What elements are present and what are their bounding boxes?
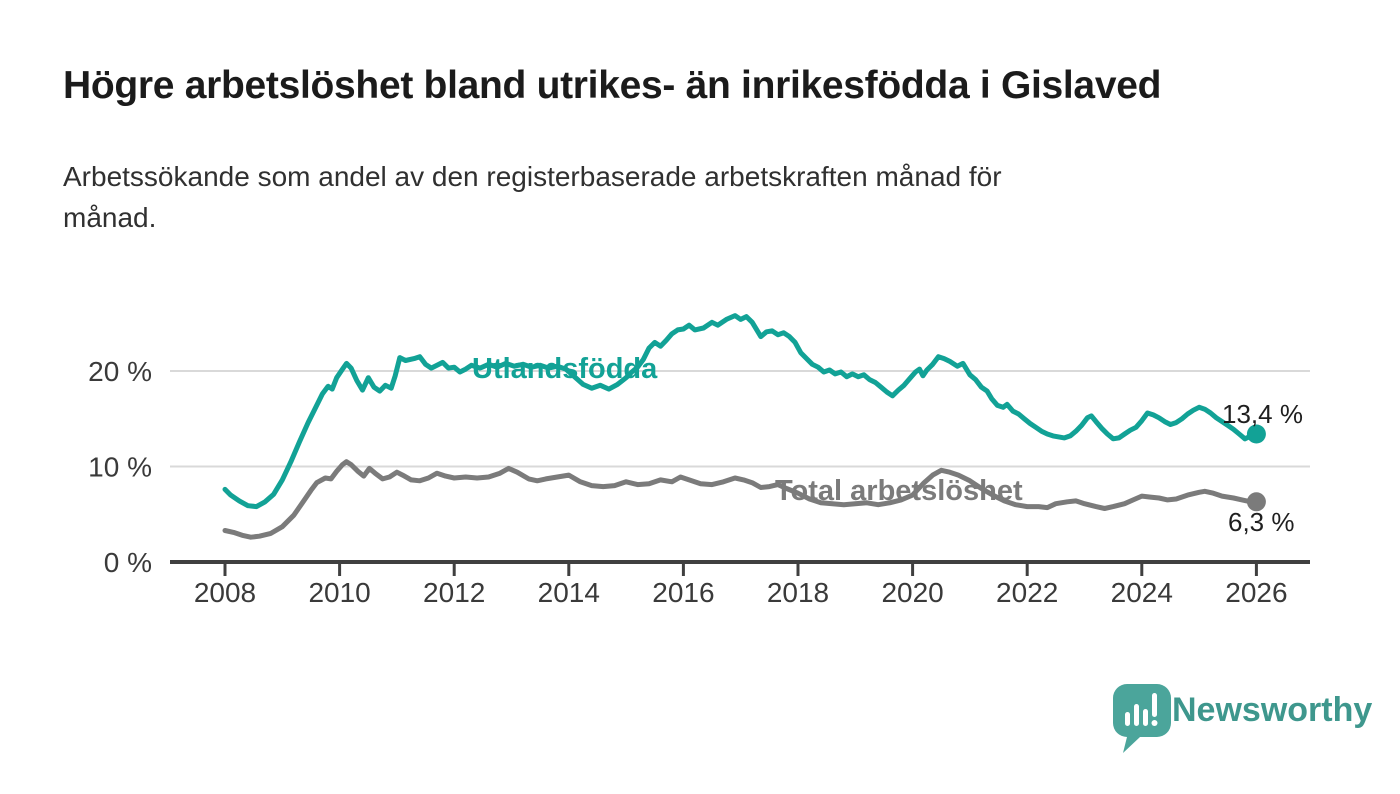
- x-axis-tick-label: 2024: [1111, 577, 1173, 608]
- exclamation-bar-icon: [1152, 693, 1157, 717]
- x-axis-tick-label: 2010: [308, 577, 370, 608]
- series-end-dot-utlandsf-dda: [1246, 424, 1266, 444]
- x-axis-tick-label: 2022: [996, 577, 1058, 608]
- x-axis-tick-label: 2012: [423, 577, 485, 608]
- series-end-value-total-arbetsl-shet: 6,3 %: [1228, 507, 1295, 537]
- series-line-utlandsf-dda: [222, 313, 1259, 510]
- exclamation-dot-icon: [1151, 720, 1158, 726]
- bar-icon-medium: [1134, 704, 1139, 726]
- speech-bubble-shape: [1113, 684, 1171, 753]
- series-line-total-arbetsl-shet: [222, 459, 1259, 540]
- series-end-dot-total-arbetsl-shet: [1246, 492, 1266, 512]
- x-axis-tick-label: 2014: [538, 577, 600, 608]
- y-axis-tick-label: 20 %: [88, 356, 152, 387]
- x-axis-tick-label: 2018: [767, 577, 829, 608]
- y-axis-tick-label: 10 %: [88, 452, 152, 483]
- chart-title: Högre arbetslöshet bland utrikes- än inr…: [63, 64, 1162, 107]
- bar-icon-small: [1125, 712, 1130, 726]
- bar-icon-tall: [1143, 709, 1148, 726]
- chart-subtitle: Arbetssökande som andel av den registerb…: [63, 156, 1002, 238]
- chart-subtitle-line-1: Arbetssökande som andel av den registerb…: [63, 161, 1002, 192]
- chart-subtitle-line-2: månad.: [63, 202, 157, 233]
- newsworthy-logo: Newsworthy: [1113, 684, 1372, 754]
- x-axis-tick-label: 2016: [652, 577, 714, 608]
- y-axis-tick-label: 0 %: [104, 547, 152, 578]
- series-label-total-arbetsl-shet: Total arbetslöshet: [775, 475, 1023, 507]
- series-label-utlandsf-dda: Utlandsfödda: [472, 353, 658, 385]
- x-axis-tick-label: 2008: [194, 577, 256, 608]
- newsworthy-brand-text: Newsworthy: [1172, 691, 1373, 729]
- newsworthy-bubble-chart-icon: [1113, 684, 1171, 753]
- x-axis-tick-label: 2020: [881, 577, 943, 608]
- series-end-value-utlandsf-dda: 13,4 %: [1222, 399, 1303, 429]
- x-axis-tick-label: 2026: [1225, 577, 1287, 608]
